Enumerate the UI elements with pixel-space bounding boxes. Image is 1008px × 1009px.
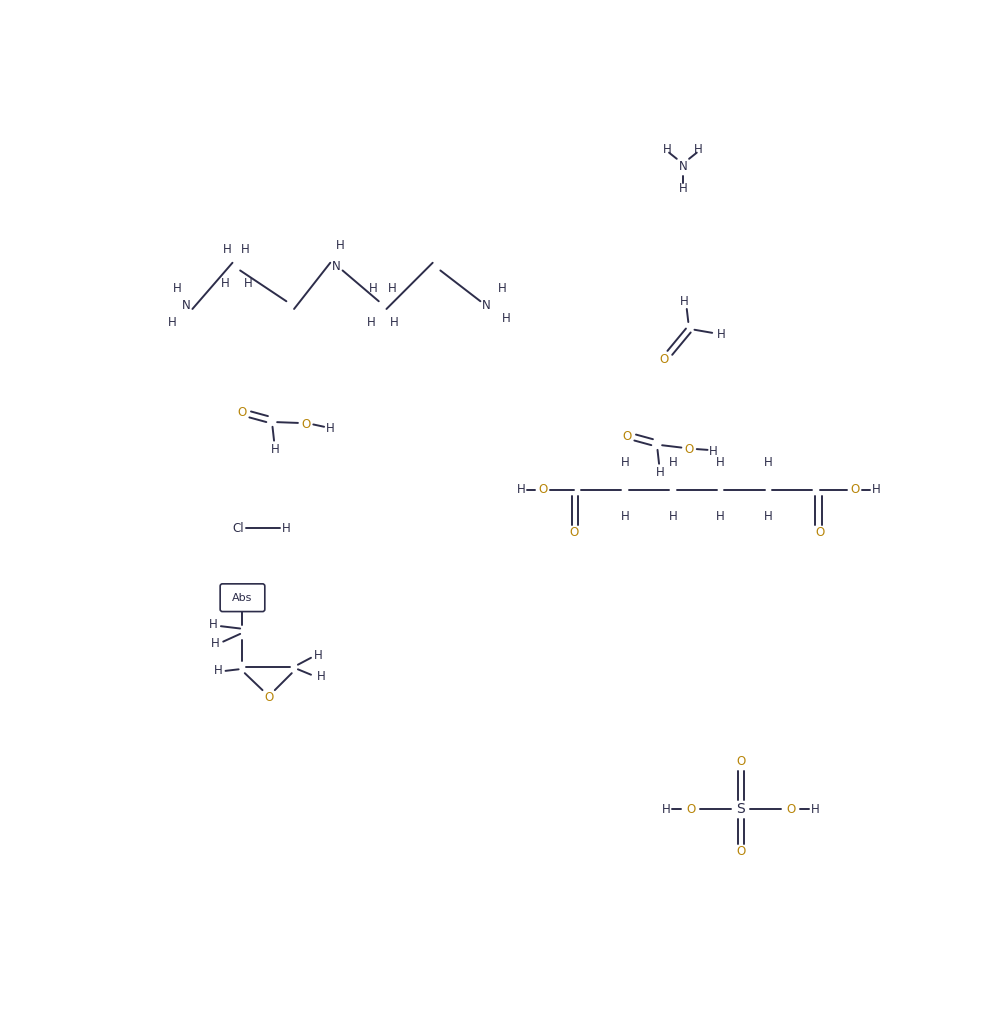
Text: H: H: [710, 445, 718, 458]
Text: H: H: [764, 511, 773, 524]
Text: H: H: [270, 443, 279, 456]
Text: H: H: [209, 619, 218, 632]
Text: O: O: [850, 483, 859, 496]
Text: S: S: [736, 802, 745, 816]
Text: H: H: [211, 638, 220, 651]
Text: H: H: [621, 456, 630, 469]
Text: O: O: [623, 430, 632, 443]
Text: H: H: [314, 649, 324, 662]
Text: O: O: [301, 418, 310, 431]
Text: H: H: [668, 456, 677, 469]
Text: H: H: [621, 511, 630, 524]
Text: H: H: [678, 182, 687, 195]
Text: H: H: [223, 243, 232, 256]
Text: O: O: [736, 846, 745, 859]
Text: H: H: [168, 316, 176, 329]
Text: O: O: [264, 691, 273, 704]
Text: H: H: [872, 483, 881, 496]
Text: H: H: [811, 803, 820, 816]
Text: H: H: [717, 456, 725, 469]
Text: O: O: [659, 352, 668, 365]
Text: N: N: [678, 160, 687, 173]
Text: H: H: [336, 238, 345, 251]
FancyBboxPatch shape: [220, 584, 265, 611]
Text: H: H: [717, 328, 726, 341]
Text: H: H: [244, 277, 252, 290]
Text: H: H: [661, 803, 670, 816]
Text: H: H: [214, 664, 222, 677]
Text: H: H: [317, 670, 326, 683]
Text: H: H: [717, 511, 725, 524]
Text: O: O: [815, 526, 825, 539]
Text: H: H: [498, 282, 506, 295]
Text: H: H: [680, 295, 688, 308]
Text: Abs: Abs: [232, 592, 253, 602]
Text: H: H: [501, 313, 510, 326]
Text: N: N: [482, 299, 491, 312]
Text: H: H: [241, 243, 250, 256]
Text: O: O: [569, 526, 579, 539]
Text: H: H: [326, 422, 335, 435]
Text: N: N: [181, 299, 191, 312]
Text: H: H: [387, 282, 396, 295]
Text: H: H: [369, 282, 378, 295]
Text: N: N: [332, 260, 341, 273]
Text: O: O: [538, 483, 547, 496]
Text: H: H: [367, 316, 375, 329]
Text: O: O: [786, 803, 795, 816]
Text: H: H: [663, 143, 672, 156]
Text: O: O: [736, 755, 745, 768]
Text: H: H: [655, 466, 664, 479]
Text: O: O: [238, 407, 247, 420]
Text: H: H: [764, 456, 773, 469]
Text: Cl: Cl: [233, 522, 244, 535]
Text: O: O: [684, 443, 694, 456]
Text: O: O: [686, 803, 696, 816]
Text: H: H: [694, 143, 703, 156]
Text: H: H: [517, 483, 525, 496]
Text: H: H: [172, 282, 181, 295]
Text: H: H: [390, 316, 398, 329]
Text: H: H: [221, 277, 229, 290]
Text: H: H: [282, 522, 290, 535]
Text: H: H: [668, 511, 677, 524]
